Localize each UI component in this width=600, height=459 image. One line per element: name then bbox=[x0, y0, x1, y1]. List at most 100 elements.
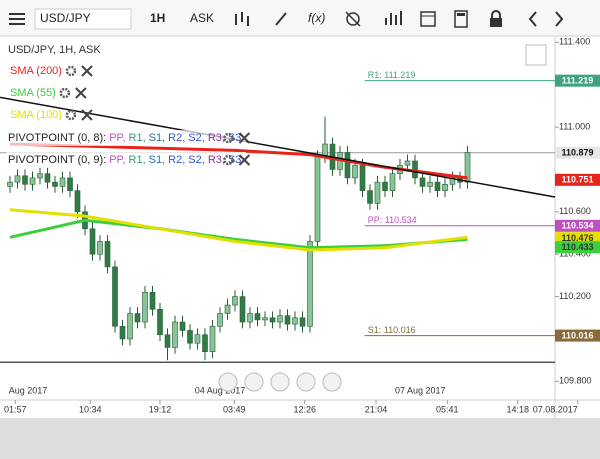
candle-body bbox=[382, 181, 388, 191]
pivot-legend-part: S2, bbox=[188, 132, 205, 144]
calendar-button[interactable] bbox=[420, 11, 436, 27]
settings-icon[interactable] bbox=[65, 109, 77, 121]
candle-body bbox=[104, 241, 111, 268]
candle-body bbox=[389, 173, 396, 191]
legend-icons bbox=[65, 109, 93, 121]
remove-icon[interactable] bbox=[81, 65, 93, 77]
candle-body bbox=[262, 317, 268, 321]
side[interactable]: ASK bbox=[190, 11, 214, 25]
date-label: 04 Aug 2017 bbox=[195, 385, 246, 395]
volume-button[interactable] bbox=[385, 11, 402, 25]
pivot-legend-part: R1, bbox=[129, 154, 146, 166]
candle-body bbox=[224, 304, 231, 314]
x-tick-label: 07.08.2017 bbox=[533, 404, 578, 414]
remove-icon[interactable] bbox=[81, 109, 93, 121]
candle-body bbox=[352, 164, 358, 179]
interval[interactable]: 1H bbox=[150, 11, 165, 25]
candle-body bbox=[247, 313, 253, 323]
pivot-legend-part: S3 bbox=[228, 154, 241, 166]
candle-body bbox=[367, 190, 373, 204]
legend-entry[interactable]: SMA (100) bbox=[10, 109, 62, 121]
candle-body bbox=[127, 313, 133, 340]
pivot-legend-part: R2, bbox=[168, 132, 185, 144]
indicators-button[interactable]: f(x) bbox=[308, 11, 325, 25]
remove-icon[interactable] bbox=[75, 87, 87, 99]
draw-button[interactable] bbox=[275, 12, 287, 26]
popout-button[interactable] bbox=[525, 44, 547, 66]
x-tick-label: 10:34 bbox=[79, 404, 102, 414]
sma-line bbox=[9, 142, 468, 180]
candle-body bbox=[97, 241, 103, 255]
candle-body bbox=[52, 181, 58, 187]
candle-body bbox=[464, 152, 471, 183]
candle-body bbox=[119, 325, 126, 340]
symbol-box[interactable] bbox=[34, 8, 132, 30]
pivot-legend-part: S1, bbox=[149, 132, 166, 144]
zoom-in[interactable] bbox=[296, 372, 316, 392]
settings-icon[interactable] bbox=[223, 132, 234, 144]
legend-bg bbox=[6, 152, 246, 168]
price-label: 111.219 bbox=[562, 76, 594, 86]
lock-button[interactable] bbox=[490, 10, 502, 27]
chart-type-button[interactable] bbox=[235, 12, 249, 26]
candle-body bbox=[22, 175, 28, 185]
trendline bbox=[0, 96, 556, 198]
date-label: Aug 2017 bbox=[9, 385, 48, 395]
x-tick-label: 14:18 bbox=[506, 404, 529, 414]
toolbar: USD/JPY 1H ASK f(x) bbox=[0, 0, 600, 37]
price-label-bg bbox=[555, 241, 600, 254]
date-label: 07 Aug 2017 bbox=[395, 385, 446, 395]
pivot-legend-part: PIVOTPOINT (0, 9): bbox=[8, 154, 106, 166]
candle-body bbox=[442, 183, 448, 191]
remove-icon[interactable] bbox=[238, 154, 251, 166]
candle-body bbox=[59, 177, 66, 187]
candle-body bbox=[89, 228, 96, 255]
price-label-bg bbox=[555, 219, 600, 232]
prev-button[interactable] bbox=[528, 11, 537, 27]
candle-body bbox=[74, 190, 81, 213]
legend-entry[interactable]: SMA (200) bbox=[10, 65, 62, 77]
menu-button[interactable] bbox=[9, 13, 25, 25]
y-tick-label: 110.200 bbox=[559, 291, 591, 301]
pivot-legend[interactable]: PIVOTPOINT (0, 9): PP, R1, S1, R2, S2, R3, S3 bbox=[8, 154, 241, 166]
settings-icon[interactable] bbox=[59, 87, 71, 99]
price-label-bg bbox=[555, 329, 600, 342]
y-tick-label: 110.600 bbox=[559, 206, 591, 216]
legend-icons bbox=[223, 132, 251, 144]
next-button[interactable] bbox=[555, 11, 564, 27]
scroll-right[interactable] bbox=[322, 372, 342, 392]
price-label: 110.016 bbox=[561, 330, 593, 340]
legend-entry[interactable]: SMA (55) bbox=[10, 87, 56, 99]
candle-body bbox=[194, 334, 201, 344]
candle-body bbox=[217, 313, 223, 327]
candle-body bbox=[142, 292, 148, 323]
remove-icon[interactable] bbox=[238, 132, 251, 144]
candle-body bbox=[307, 241, 313, 327]
plot-area: 109.800 110.200 110.400 110.600 111.000 111.4… bbox=[0, 37, 600, 418]
calculator-button[interactable] bbox=[454, 10, 468, 28]
price-label-bg bbox=[555, 74, 600, 87]
y-tick-label: 111.400 bbox=[559, 37, 590, 47]
y-tick-label: 110.400 bbox=[559, 249, 591, 259]
settings-icon[interactable] bbox=[65, 65, 77, 77]
settings-icon[interactable] bbox=[223, 154, 234, 166]
zoom-out[interactable] bbox=[244, 372, 264, 392]
scroll-left[interactable] bbox=[218, 372, 238, 392]
sma-line bbox=[9, 218, 468, 250]
zoom-reset[interactable] bbox=[270, 372, 290, 392]
candle-body bbox=[374, 181, 381, 204]
price-label: 110.476 bbox=[561, 233, 593, 243]
price-label: 110.879 bbox=[561, 148, 593, 158]
symbol[interactable]: USD/JPY bbox=[40, 11, 91, 25]
pivot-legend[interactable]: PIVOTPOINT (0, 8): PP, R1, S1, R2, S2, R3, S3 bbox=[8, 132, 241, 144]
x-tick-label: 21:04 bbox=[365, 404, 388, 414]
x-tick-label: 19:12 bbox=[149, 404, 172, 414]
pivot-label: PP: 110.534 bbox=[368, 215, 417, 225]
sma-line bbox=[9, 208, 468, 252]
candle-body bbox=[37, 173, 43, 179]
pivot-legend-part: PP, bbox=[109, 132, 125, 144]
hide-button[interactable] bbox=[345, 11, 361, 27]
candle-body bbox=[359, 164, 366, 191]
candle-body bbox=[314, 156, 321, 242]
price-label-bg bbox=[555, 173, 600, 186]
